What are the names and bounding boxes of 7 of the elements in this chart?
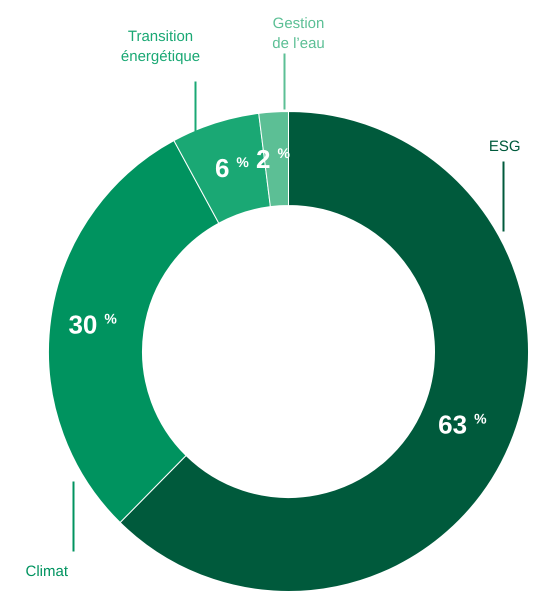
slice-label: Transition énergétique	[120, 28, 200, 66]
slice-label: ESG	[488, 138, 521, 155]
slice-label: Climat	[26, 563, 69, 580]
data-label: 63 %	[438, 410, 488, 440]
data-label: 30 %	[68, 310, 118, 340]
slice-label: Gestion de l’eau	[272, 14, 325, 52]
data-label: 6 %	[214, 152, 250, 183]
